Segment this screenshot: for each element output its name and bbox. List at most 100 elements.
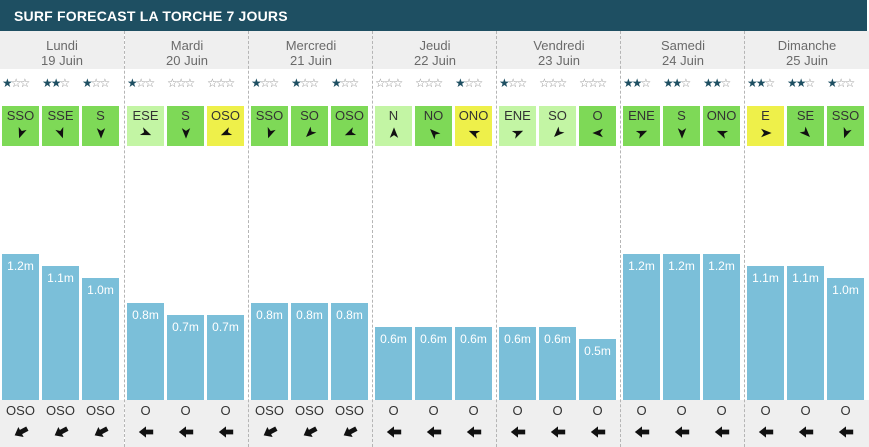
star-rating: ★☆☆: [127, 75, 163, 91]
day-date: 25 Juin: [786, 53, 828, 68]
swell-arrow-icon: [138, 426, 153, 438]
wind-direction: E: [761, 108, 770, 123]
wind-box: SSE: [42, 106, 79, 146]
wave-height-bar: 1.2m: [703, 254, 740, 400]
swell-direction: O: [428, 403, 439, 418]
wind-direction: ENE: [504, 108, 531, 123]
day-date: 23 Juin: [538, 53, 580, 68]
star-rating: ★☆☆: [331, 75, 367, 91]
wave-height-label: 1.2m: [708, 259, 735, 273]
wind-direction: SSO: [6, 108, 35, 123]
wave-height-bar: 1.2m: [2, 254, 39, 400]
wave-height-label: 0.5m: [584, 344, 611, 358]
wind-direction: S: [96, 108, 105, 123]
wave-height-label: 1.0m: [87, 283, 114, 297]
star-filled-icon: ★: [127, 76, 138, 90]
wind-direction: OSO: [335, 108, 364, 123]
star-filled-icon: ★: [623, 76, 634, 90]
wind-box: S: [82, 106, 119, 146]
star-empty-icon: ☆: [556, 76, 568, 90]
swell-arrow-icon: [54, 426, 68, 437]
wave-height-label: 0.8m: [296, 308, 323, 322]
wind-arrow-icon: [677, 128, 687, 139]
wind-direction: SO: [300, 108, 319, 123]
swell-arrow-icon: [466, 426, 481, 438]
star-empty-icon: ☆: [308, 76, 320, 90]
wave-height-bar: 0.6m: [539, 327, 576, 400]
star-empty-icon: ☆: [547, 76, 559, 90]
wind-box: SSO: [827, 106, 864, 146]
swell-direction: O: [636, 403, 647, 418]
wave-height-bar: 1.1m: [747, 266, 784, 400]
swell-direction: O: [552, 403, 563, 418]
wind-arrow-icon: [511, 130, 524, 139]
wave-height-bar: 0.8m: [331, 303, 368, 400]
swell-arrow-icon: [386, 426, 401, 438]
swell-cell: OSO: [251, 403, 288, 440]
star-rating: ★★☆: [787, 75, 823, 91]
wave-height-bar: 1.0m: [82, 278, 119, 400]
wave-height-bar: 0.7m: [207, 315, 244, 400]
wave-height-bar: 0.5m: [579, 339, 616, 400]
swell-arrow-icon: [178, 426, 193, 438]
swell-cell: O: [415, 403, 452, 440]
star-rating: ☆☆☆: [579, 75, 615, 91]
forecast-chart: Lundi 19 Juin ★☆☆ ★★☆ ★☆☆ OSO OSO OSO SSO 1.2m SSE…: [0, 31, 869, 447]
wind-arrow-icon: [430, 129, 441, 140]
wind-arrow-icon: [55, 126, 64, 139]
star-rating: ★★☆: [747, 75, 783, 91]
wind-direction: S: [677, 108, 686, 123]
rating-row: ★☆☆ ★★☆ ★☆☆: [0, 75, 124, 91]
star-empty-icon: ☆: [835, 76, 847, 90]
wind-arrow-icon: [344, 127, 357, 136]
wind-direction: ESE: [132, 108, 159, 123]
star-empty-icon: ☆: [90, 76, 102, 90]
day-name: Jeudi: [419, 38, 451, 53]
swell-arrow-icon: [303, 426, 317, 437]
star-rating: ★☆☆: [82, 75, 118, 91]
swell-arrow-icon: [634, 426, 649, 438]
star-rating: ★★☆: [663, 75, 699, 91]
wind-arrow-icon: [468, 130, 481, 139]
day-header: Lundi 19 Juin: [0, 31, 124, 69]
star-filled-icon: ★: [631, 76, 643, 90]
star-empty-icon: ☆: [144, 76, 156, 90]
star-empty-icon: ☆: [339, 76, 351, 90]
wind-arrow-icon: [181, 128, 191, 139]
wave-height-label: 0.7m: [212, 320, 239, 334]
star-empty-icon: ☆: [516, 76, 528, 90]
wave-height-label: 1.0m: [832, 283, 859, 297]
wind-box: SE: [787, 106, 824, 146]
wind-direction: SE: [796, 108, 815, 123]
swell-cell: O: [623, 403, 660, 440]
star-empty-icon: ☆: [680, 76, 692, 90]
wind-arrow-icon: [761, 128, 772, 138]
swell-direction: O: [716, 403, 727, 418]
star-rating: ☆☆☆: [539, 75, 575, 91]
star-filled-icon: ★: [291, 76, 302, 90]
wind-direction: OSO: [211, 108, 240, 123]
star-filled-icon: ★: [2, 76, 13, 90]
swell-direction: O: [800, 403, 811, 418]
day-header: Vendredi 23 Juin: [497, 31, 621, 69]
wind-direction: SO: [548, 108, 567, 123]
day-name: Vendredi: [533, 38, 585, 53]
swell-cell: O: [207, 403, 244, 440]
wave-height-label: 0.8m: [132, 308, 159, 322]
day-header: Mercredi 21 Juin: [249, 31, 373, 69]
rating-row: ★☆☆ ☆☆☆ ☆☆☆: [497, 75, 621, 91]
wind-direction: NO: [423, 108, 444, 123]
day-column: Samedi 24 Juin ★★☆ ★★☆ ★★☆ O O O ENE 1.2m S 1.2m ONO…: [620, 31, 745, 447]
wind-direction: SSO: [831, 108, 860, 123]
rating-row: ★★☆ ★★☆ ★☆☆: [745, 75, 869, 91]
wind-box: SO: [291, 106, 328, 146]
star-empty-icon: ☆: [383, 76, 395, 90]
star-rating: ★★☆: [623, 75, 659, 91]
wind-direction: N: [388, 108, 399, 123]
wind-box: ENE: [623, 106, 660, 146]
star-rating: ☆☆☆: [207, 75, 243, 91]
swell-direction: O: [512, 403, 523, 418]
wave-height-label: 0.6m: [504, 332, 531, 346]
